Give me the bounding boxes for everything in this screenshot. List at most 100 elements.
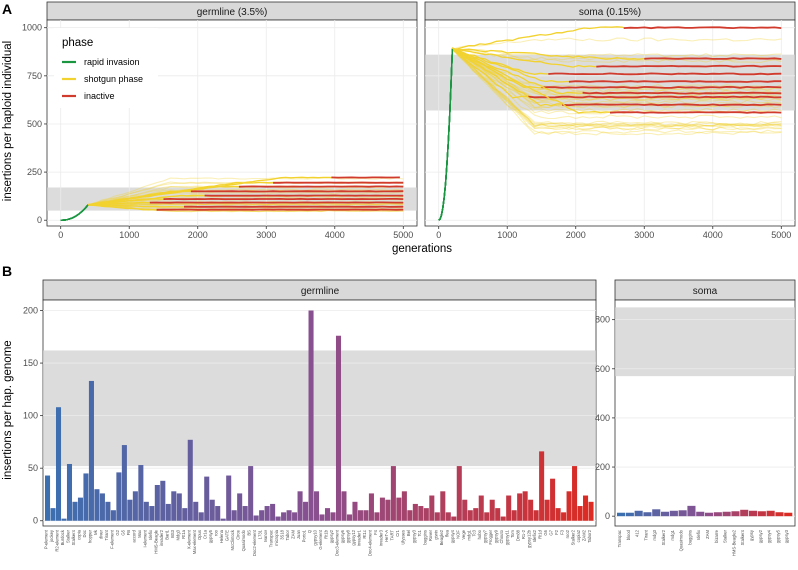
germline-line-facet: germline (3.5%) 0 1000 2000 3000 4000 5000 0 2… (22, 1, 418, 240)
family-tick-label: BS (247, 530, 252, 536)
family-tick-label: gypsy4 (450, 529, 455, 543)
family-tick-label: R2-element (55, 529, 60, 551)
insertion-bar (143, 501, 149, 521)
family-tick-label: FB (126, 530, 131, 536)
inactive-trajectory (527, 95, 782, 99)
family-tick-label: Max-element (192, 529, 197, 554)
family-tick-label: X-element (186, 529, 191, 549)
y-tick-label: 400 (595, 413, 610, 423)
family-tick-label: gypsy3 (411, 529, 416, 543)
y-tick-label: 500 (27, 119, 42, 129)
insertion-bar (533, 510, 539, 521)
y-tick-label: 0 (605, 511, 610, 521)
insertion-bar (423, 508, 429, 521)
family-tick-label: Doc2-element (252, 529, 257, 556)
shotgun-phase-trajectory (88, 201, 150, 206)
insertion-bar (445, 512, 451, 521)
family-tick-label: jockey (49, 529, 54, 543)
insertion-bar (722, 511, 731, 517)
family-tick-label: micropia (274, 529, 279, 545)
insertion-bar (467, 510, 473, 521)
insertion-bar (696, 511, 705, 517)
equilibrium-band (43, 350, 596, 467)
shotgun-trajectory (452, 37, 782, 50)
equilibrium-band (615, 307, 795, 377)
shotgun-trajectory (452, 47, 782, 98)
family-tick-label: Tc1 (417, 529, 422, 536)
legend-box (54, 28, 158, 108)
family-tick-label: Ulysses (400, 530, 405, 545)
family-tick-label: Tom (510, 529, 515, 537)
x-tick-label: 4000 (703, 230, 723, 240)
insertion-bar (374, 512, 380, 521)
shotgun-phase-trajectory (452, 49, 528, 99)
family-tick-label: R1-2 (521, 529, 526, 539)
insertion-bar (434, 512, 440, 521)
insertion-bar (440, 491, 446, 521)
family-tick-label: Opus (197, 530, 202, 540)
germline-facet-strip-label: germline (3.5%) (197, 7, 268, 18)
insertion-bar (193, 501, 199, 521)
insertion-bar (341, 491, 347, 521)
insertion-bar (264, 506, 270, 521)
insertion-bar (165, 503, 171, 521)
x-tick-label: 4000 (325, 230, 345, 240)
family-tick-label: hobo (477, 529, 482, 539)
family-tick-label: Dm88 (516, 529, 521, 541)
insertion-bar (253, 515, 259, 521)
soma-bar-facet: soma 0 200 400 600 800 Transpac blood 412 Tiran… (595, 279, 796, 556)
insertion-bar (740, 509, 749, 517)
family-tick-label: F3 (560, 529, 565, 535)
insertion-bar (412, 503, 418, 521)
family-tick-label: Bari1 (164, 529, 169, 539)
insertion-bar (160, 480, 166, 521)
y-tick-label: 0 (37, 215, 42, 225)
insertion-bar (215, 506, 221, 521)
shotgun-trajectory (452, 48, 782, 127)
y-tick-label: 800 (595, 315, 610, 325)
insertion-bar (110, 510, 116, 521)
family-tick-label: F-element (109, 529, 114, 549)
insertion-bar (72, 501, 78, 521)
family-tick-label: Quasimodo (241, 529, 246, 551)
family-tick-label: Circe (236, 529, 241, 539)
insertion-bar (303, 501, 309, 521)
family-tick-label: Burdock (60, 529, 65, 545)
y-tick-label: 200 (23, 306, 38, 316)
family-tick-label: Doc4-element (367, 529, 372, 556)
insertion-bar (45, 475, 51, 521)
family-tick-label: Ivanov (263, 529, 268, 542)
insertion-bar (220, 518, 226, 521)
family-tick-label: Tirant (643, 529, 648, 540)
family-tick-label: gypsy3 (784, 529, 789, 543)
shotgun-phase-trajectory (452, 48, 542, 89)
family-tick-label: Doc3-element (335, 529, 340, 556)
insertion-bar (634, 510, 643, 517)
shotgun-trajectory (88, 186, 404, 206)
insertion-bar (330, 512, 336, 521)
legend-label-shotgun-phase: shotgun phase (84, 74, 143, 84)
family-tick-label: Stalker (66, 529, 71, 543)
family-tick-label: accord (131, 529, 136, 542)
family-tick-label: Frogger (488, 529, 493, 544)
family-tick-label: mdg3 (652, 529, 657, 540)
family-tick-label: Idefix (148, 529, 153, 540)
x-tick-label: 3000 (256, 230, 276, 240)
inactive-trajectory (561, 103, 782, 107)
shotgun-trajectory (452, 48, 782, 126)
shotgun-trajectory (452, 50, 782, 131)
panel-a-x-axis-title: generations (392, 243, 452, 255)
family-tick-label: Tirant (104, 529, 109, 540)
insertion-bar (50, 508, 56, 521)
insertion-bar (149, 506, 155, 521)
y-tick-label: 100 (23, 411, 38, 421)
insertion-bar (766, 510, 775, 517)
inactive-trajectory (609, 111, 782, 114)
shotgun-trajectory (452, 49, 782, 136)
soma-line-facet: soma (0.15%) 0 1000 2000 3000 4000 5000 (424, 1, 796, 240)
insertion-bar (352, 501, 358, 521)
family-tick-label: 412 (635, 529, 640, 537)
family-tick-label: I-element (142, 529, 147, 547)
family-tick-label: Rover (428, 529, 433, 541)
insertion-bar (583, 495, 589, 521)
